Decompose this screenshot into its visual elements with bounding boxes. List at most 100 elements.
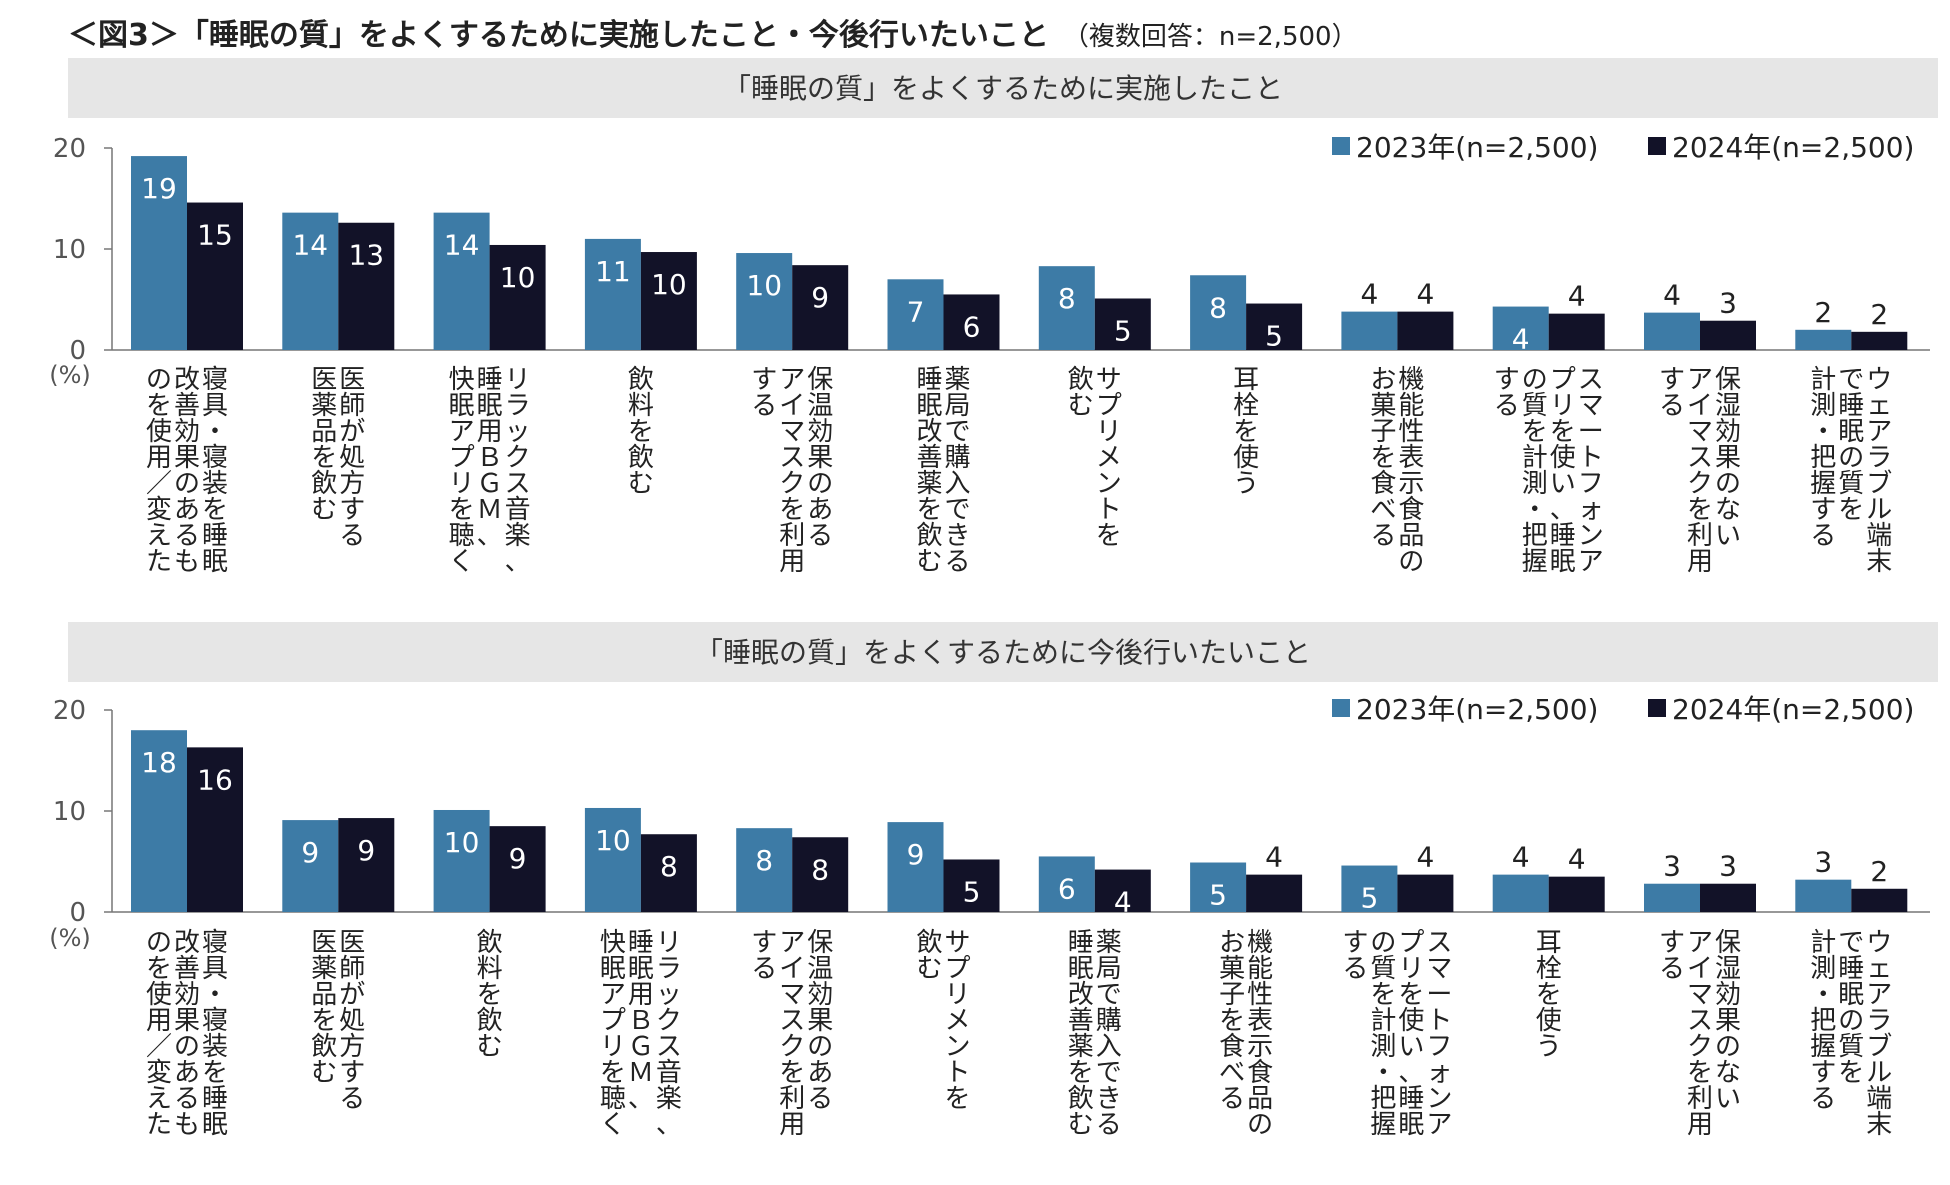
chart2-category-label: 睡 <box>628 928 654 958</box>
chart2-category-label: Ｍ <box>628 1058 654 1088</box>
chart2-value-label: 3 <box>1663 850 1681 883</box>
chart1-category-label: 品 <box>1398 521 1424 551</box>
chart1-category-label: 眠 <box>1838 417 1864 447</box>
chart1-category-label: る <box>807 521 833 551</box>
chart1-category-label: の <box>146 365 172 395</box>
chart2-category-label: 料 <box>477 954 503 984</box>
chart1-category-label: き <box>944 521 970 551</box>
chart1-category-label: ・ <box>202 417 228 447</box>
chart1-category-label: 音 <box>505 495 531 525</box>
chart1-category-label: の <box>1838 443 1864 473</box>
chart2-category-label: な <box>1715 1058 1741 1088</box>
chart1-category-label: ト <box>1096 495 1122 525</box>
chart2-category-label: 端 <box>1866 1084 1892 1114</box>
chart1-category-label: メ <box>1096 443 1122 473</box>
chart1-category-label: の <box>1522 365 1548 395</box>
chart1-category-label: 保 <box>1715 365 1741 395</box>
chart1-y-tick-label: 10 <box>53 235 86 265</box>
chart2-category-label: 聴 <box>600 1084 626 1114</box>
chart2-value-label: 10 <box>595 824 631 857</box>
chart2-category-label: 耳 <box>1536 928 1562 958</box>
chart1-value-label: 14 <box>292 229 328 262</box>
chart1-category-label: を <box>1838 495 1864 525</box>
chart2-value-label: 4 <box>1265 841 1283 874</box>
chart2-category-label: イ <box>779 954 805 984</box>
chart2-category-label: を <box>146 954 172 984</box>
chart2-category-label: い <box>1715 1084 1741 1114</box>
chart1-value-label: 15 <box>197 219 233 252</box>
chart2-category-label: 効 <box>807 980 833 1010</box>
chart1-category-label: ス <box>505 469 531 499</box>
chart1-category-label: 能 <box>1398 391 1424 421</box>
chart1-category-label: 医 <box>339 365 365 395</box>
chart2-category-label: 師 <box>339 954 365 984</box>
chart1-category-label: 温 <box>807 391 833 421</box>
chart1-category-label: ス <box>1687 443 1713 473</box>
chart2-category-label: の <box>1247 1110 1273 1140</box>
chart1-category-label: リ <box>1550 391 1576 421</box>
chart2-bar-2023 <box>736 828 793 912</box>
chart1-title-band <box>68 58 1938 118</box>
chart1-category-label: 改 <box>174 365 200 395</box>
chart1-category-label: す <box>1810 495 1836 525</box>
chart1-category-label: 湿 <box>1715 391 1741 421</box>
chart2-category-label: お <box>1219 928 1245 958</box>
chart1-category-label: 改 <box>916 417 942 447</box>
chart2-category-label: の <box>174 1032 200 1062</box>
chart1-category-label: プ <box>449 443 475 473</box>
chart2-category-label: 、 <box>628 1084 654 1114</box>
chart2-category-label: サ <box>944 928 970 958</box>
chart1-category-label: 処 <box>339 443 365 473</box>
chart1-value-label: 3 <box>1719 287 1737 320</box>
chart2-bar-2023 <box>1038 856 1095 912</box>
chart1-category-label: ア <box>1866 417 1892 447</box>
chart2-category-label: き <box>1096 1084 1122 1114</box>
chart1-category-label: フ <box>1578 469 1604 499</box>
chart2-category-label: 表 <box>1247 1006 1273 1036</box>
chart2-value-label: 8 <box>811 853 829 886</box>
chart1-category-label: ッ <box>505 417 531 447</box>
chart2-bar-2023 <box>1644 883 1700 912</box>
chart1-category-label: を <box>916 495 942 525</box>
chart2-category-label: の <box>146 928 172 958</box>
chart2-title: 「睡眠の質」をよくするために今後行いたいこと <box>695 636 1311 669</box>
chart2-category-label: ー <box>1426 980 1452 1010</box>
chart2-category-label: 子 <box>1219 980 1245 1010</box>
chart2-category-label: 装 <box>202 1032 228 1062</box>
chart1-category-label: ・ <box>1810 417 1836 447</box>
chart2-category-label: 示 <box>1247 1032 1273 1062</box>
chart1-category-label: る <box>174 521 200 551</box>
chart2-category-label: 飲 <box>916 928 942 958</box>
chart1-category-label: マ <box>1687 417 1713 447</box>
chart1-category-label: 質 <box>1522 391 1548 421</box>
chart2-category-label: を <box>1068 1058 1094 1088</box>
chart2-category-label: す <box>339 1058 365 1088</box>
chart1-legend-swatch-1 <box>1332 137 1350 155</box>
chart2-category-label: 眠 <box>1838 980 1864 1010</box>
chart2-value-label: 10 <box>444 826 480 859</box>
chart1-category-label: 眠 <box>202 547 228 577</box>
chart1-category-label: Ｇ <box>477 469 503 499</box>
chart2-category-label: の <box>807 1032 833 1062</box>
chart2-category-label: 果 <box>807 1006 833 1036</box>
chart2-category-label: を <box>600 1058 626 1088</box>
chart1-category-label: 、 <box>477 521 503 551</box>
chart2-category-label: を <box>1398 980 1424 1010</box>
chart1-category-label: 用 <box>146 443 172 473</box>
chart2-category-label: 保 <box>807 928 833 958</box>
chart1-category-label: ー <box>1578 417 1604 447</box>
chart2-value-label: 6 <box>1058 872 1076 905</box>
chart2-category-label: フ <box>1426 1032 1452 1062</box>
chart1-category-label: ・ <box>1522 495 1548 525</box>
chart1-category-label: す <box>1494 365 1520 395</box>
chart2-category-label: ウ <box>1866 928 1892 958</box>
chart2-category-label: あ <box>174 1058 200 1088</box>
chart1-category-label: ト <box>1578 443 1604 473</box>
chart1-bar-2023 <box>1341 311 1398 350</box>
chart2-category-label: 寝 <box>202 928 228 958</box>
chart1-category-label: 眠 <box>477 391 503 421</box>
chart1-category-label: な <box>1715 495 1741 525</box>
chart1-value-label: 8 <box>1209 291 1227 324</box>
chart1-value-label: 4 <box>1568 280 1586 313</box>
chart1-value-label: 5 <box>1114 314 1132 347</box>
